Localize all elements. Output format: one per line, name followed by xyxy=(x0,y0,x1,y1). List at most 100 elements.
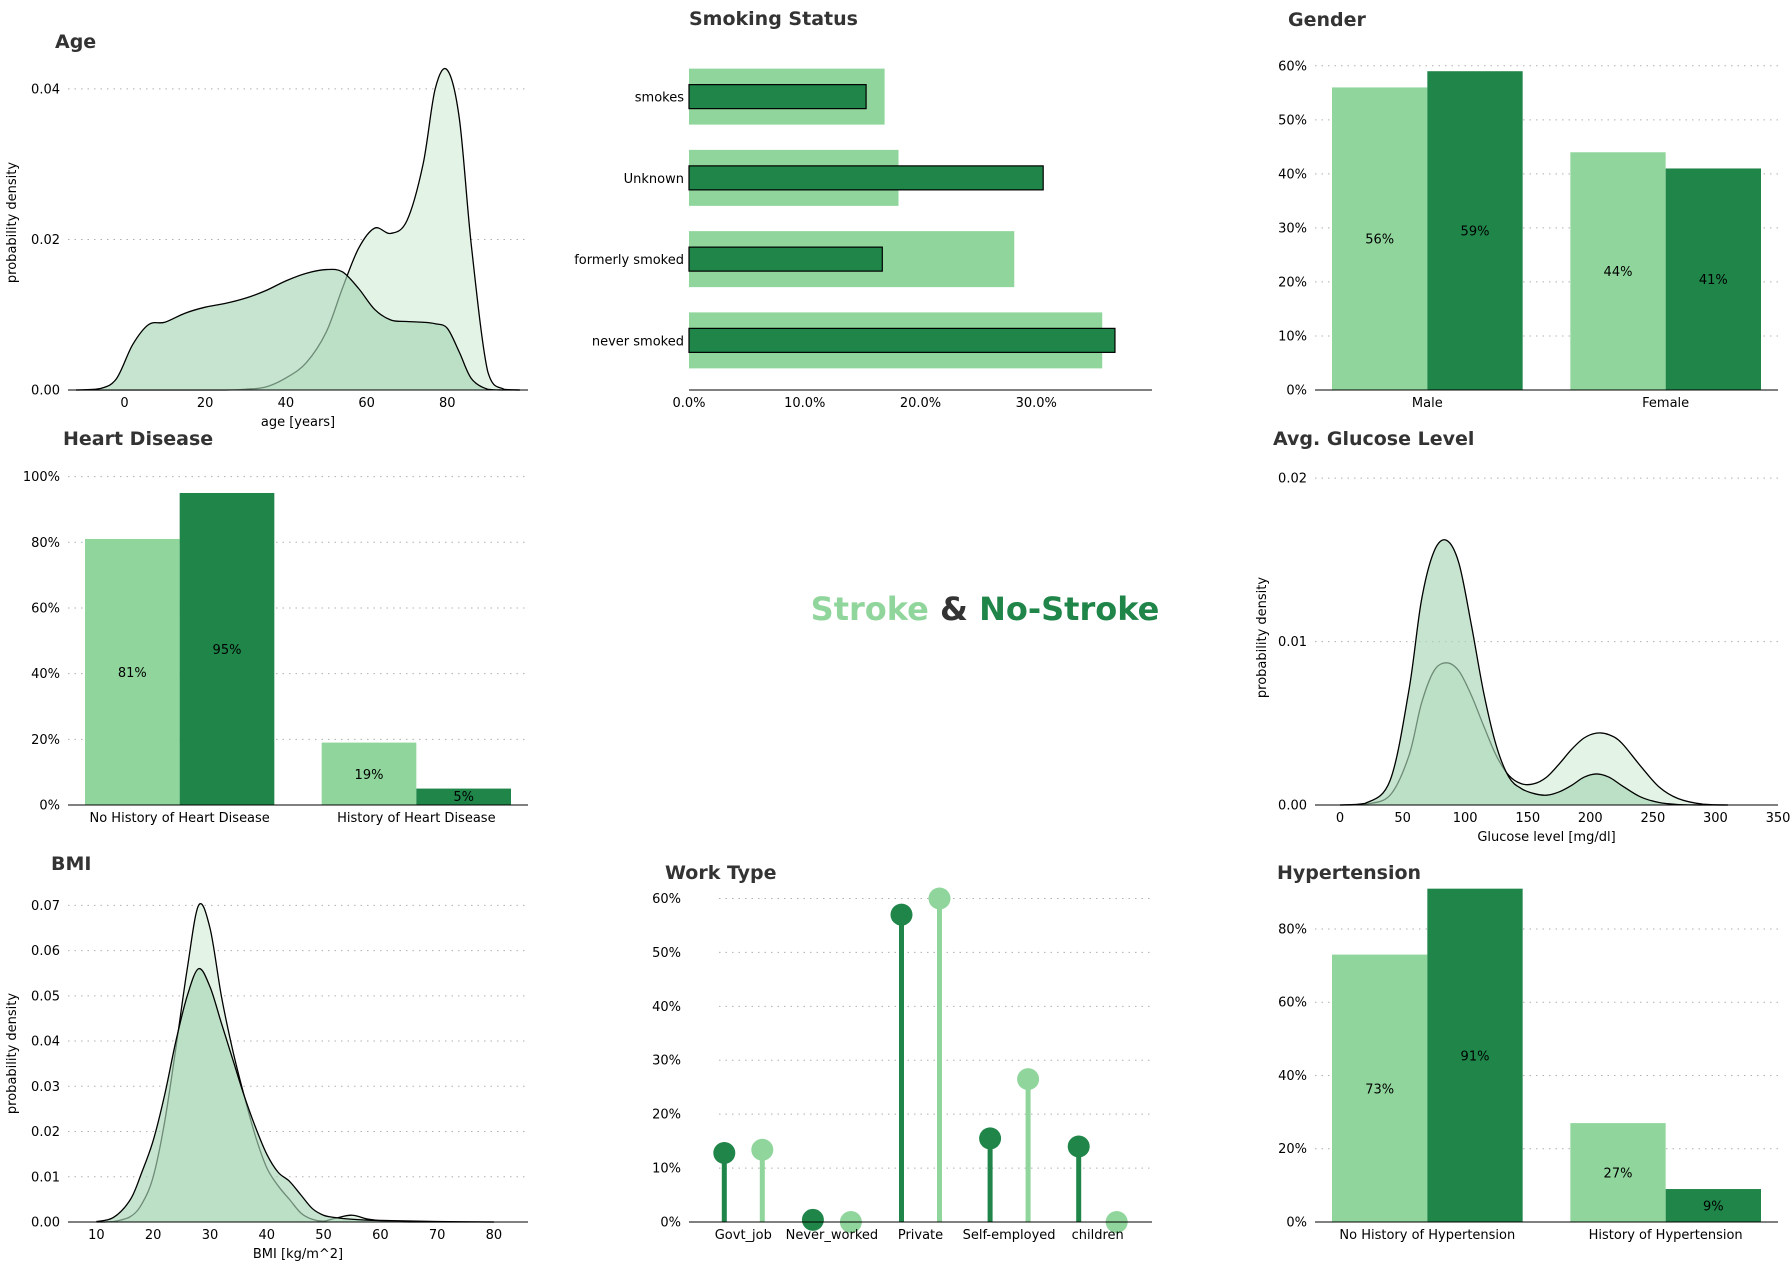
hyper-no-stroke-data-label: 9% xyxy=(1703,1200,1724,1215)
work-y-tick-label: 30% xyxy=(652,1054,681,1069)
age-title: Age xyxy=(55,31,96,53)
work-x-tick-label: Private xyxy=(898,1228,943,1243)
work-y-tick-label: 40% xyxy=(652,1000,681,1015)
smoking-y-tick-label: smokes xyxy=(635,91,684,106)
bmi-x-tick-label: 80 xyxy=(486,1228,503,1243)
glucose-title: Avg. Glucose Level xyxy=(1273,428,1474,450)
glucose-y-tick-label: 0.00 xyxy=(1278,799,1307,814)
panel-glucose: Avg. Glucose Level 0.00 0.01 0.02 0 50 100 150… xyxy=(1255,428,1790,845)
gender-y-tick-label: 30% xyxy=(1278,221,1307,236)
heart-x-tick-label: No History of Heart Disease xyxy=(90,811,270,826)
panel-smoking: Smoking Status smokes Unknown formerly smo… xyxy=(574,8,1152,411)
panel-gender: Gender 0% 10% 20% 30% 40% 50% 60% 56% 59% Male 44%… xyxy=(1278,9,1778,411)
bmi-y-tick-label: 0.00 xyxy=(31,1216,60,1231)
bmi-x-tick-label: 30 xyxy=(202,1228,219,1243)
heart-y-tick-label: 60% xyxy=(31,601,60,616)
bmi-y-tick-label: 0.03 xyxy=(31,1080,60,1095)
age-stroke-density-area xyxy=(76,68,520,391)
gender-y-tick-label: 0% xyxy=(1286,384,1307,399)
age-x-tick-label: 0 xyxy=(120,396,128,411)
work-stroke-point xyxy=(1017,1068,1040,1091)
bmi-x-tick-label: 50 xyxy=(315,1228,332,1243)
gender-y-tick-label: 20% xyxy=(1278,275,1307,290)
heart-no-stroke-data-label: 95% xyxy=(213,643,242,658)
bmi-no-stroke-density-area xyxy=(96,968,494,1222)
heart-y-tick-label: 100% xyxy=(23,470,60,485)
work-y-tick-label: 20% xyxy=(652,1108,681,1123)
heart-stroke-bar xyxy=(85,538,180,805)
gender-x-tick-label: Female xyxy=(1642,396,1689,411)
work-plot-area: 0% 10% 20% 30% 40% 50% 60% Govt_job Never_worked… xyxy=(652,887,1152,1243)
hyper-stroke-data-label: 73% xyxy=(1365,1082,1394,1097)
heart-plot-area: 0% 20% 40% 60% 80% 100% 81% 95% No History of He… xyxy=(23,470,528,826)
heart-title: Heart Disease xyxy=(63,428,213,450)
heart-y-tick-label: 40% xyxy=(31,667,60,682)
glucose-y-tick-label: 0.02 xyxy=(1278,472,1307,487)
panel-bmi: BMI 0.00 0.01 0.02 0.03 0.04 0.05 0.06 0.07 10 20… xyxy=(5,853,528,1262)
hypertension-title: Hypertension xyxy=(1277,862,1421,884)
gender-stroke-data-label: 56% xyxy=(1365,233,1394,248)
hyper-y-tick-label: 0% xyxy=(1286,1216,1307,1231)
heart-stroke-bar xyxy=(321,742,417,805)
work-y-tick-label: 10% xyxy=(652,1162,681,1177)
age-x-tick-label: 60 xyxy=(358,396,375,411)
bmi-y-axis-label: probability density xyxy=(5,993,20,1114)
gender-no-stroke-data-label: 59% xyxy=(1461,225,1490,240)
work-no-stroke-point xyxy=(1067,1135,1090,1158)
work-no-stroke-point xyxy=(801,1208,824,1231)
smoking-x-tick-label: 20.0% xyxy=(900,396,941,411)
age-y-tick-label: 0.04 xyxy=(31,82,60,97)
gender-no-stroke-bar xyxy=(1427,71,1523,390)
hyper-stroke-bar xyxy=(1570,1123,1666,1222)
hyper-y-tick-label: 80% xyxy=(1278,922,1307,937)
gender-title: Gender xyxy=(1288,9,1366,31)
heart-no-stroke-bar xyxy=(179,492,275,805)
glucose-x-tick-label: 250 xyxy=(1640,811,1665,826)
smoking-y-tick-label: Unknown xyxy=(624,172,684,187)
glucose-x-tick-label: 0 xyxy=(1336,811,1344,826)
age-y-tick-label: 0.02 xyxy=(31,233,60,248)
glucose-x-axis-label: Glucose level [mg/dl] xyxy=(1477,830,1615,845)
stroke-legend-text: Stroke & No-Stroke xyxy=(811,590,1160,628)
age-x-tick-label: 20 xyxy=(197,396,214,411)
work-x-tick-label: Never_worked xyxy=(786,1228,879,1243)
center-legend: Stroke & No-Stroke xyxy=(811,590,1160,628)
bmi-x-axis-label: BMI [kg/m^2] xyxy=(253,1247,343,1262)
work-title: Work Type xyxy=(665,862,777,884)
smoking-no-stroke-bar xyxy=(688,327,1116,353)
glucose-x-tick-label: 350 xyxy=(1766,811,1791,826)
smoking-y-tick-label: formerly smoked xyxy=(574,253,684,268)
bmi-x-tick-label: 10 xyxy=(88,1228,105,1243)
hypertension-plot-area: 0% 20% 40% 60% 80% 73% 91% No History of Hypert… xyxy=(1278,888,1778,1243)
glucose-x-tick-label: 100 xyxy=(1453,811,1478,826)
work-y-tick-label: 60% xyxy=(652,892,681,907)
hyper-x-tick-label: History of Hypertension xyxy=(1589,1228,1743,1243)
hyper-stroke-bar xyxy=(1332,954,1428,1222)
smoking-x-tick-label: 10.0% xyxy=(784,396,825,411)
glucose-no-stroke-density-area xyxy=(1340,539,1728,805)
work-y-tick-label: 0% xyxy=(660,1216,681,1231)
glucose-x-tick-label: 50 xyxy=(1394,811,1411,826)
age-x-axis-label: age [years] xyxy=(261,415,335,430)
bmi-y-tick-label: 0.02 xyxy=(31,1125,60,1140)
gender-x-tick-label: Male xyxy=(1412,396,1443,411)
heart-y-tick-label: 20% xyxy=(31,733,60,748)
glucose-plot-area: 0.00 0.01 0.02 0 50 100 150 200 250 300 350 Glucose… xyxy=(1255,472,1790,845)
work-no-stroke-point xyxy=(890,903,913,926)
gender-plot-area: 0% 10% 20% 30% 40% 50% 60% 56% 59% Male 44% 41% Fema… xyxy=(1278,59,1778,411)
work-y-tick-label: 50% xyxy=(652,946,681,961)
smoking-plot-area: smokes Unknown formerly smoked never smoked… xyxy=(574,68,1152,411)
heart-stroke-data-label: 19% xyxy=(355,768,384,783)
heart-x-tick-label: History of Heart Disease xyxy=(337,811,496,826)
panel-hypertension: Hypertension 0% 20% 40% 60% 80% 73% 91% No Hist… xyxy=(1277,862,1778,1243)
heart-no-stroke-data-label: 5% xyxy=(453,790,474,805)
bmi-y-tick-label: 0.04 xyxy=(31,1035,60,1050)
age-plot-area: 0.00 0.02 0.04 0 20 40 60 80 age [years] probabil… xyxy=(5,68,528,430)
hyper-no-stroke-bar xyxy=(1665,1189,1761,1222)
bmi-title: BMI xyxy=(51,853,91,875)
smoking-x-tick-label: 30.0% xyxy=(1016,396,1057,411)
glucose-y-tick-label: 0.01 xyxy=(1278,635,1307,650)
gender-y-tick-label: 50% xyxy=(1278,113,1307,128)
age-y-axis-label: probability density xyxy=(5,162,20,283)
hyper-no-stroke-bar xyxy=(1427,888,1523,1222)
